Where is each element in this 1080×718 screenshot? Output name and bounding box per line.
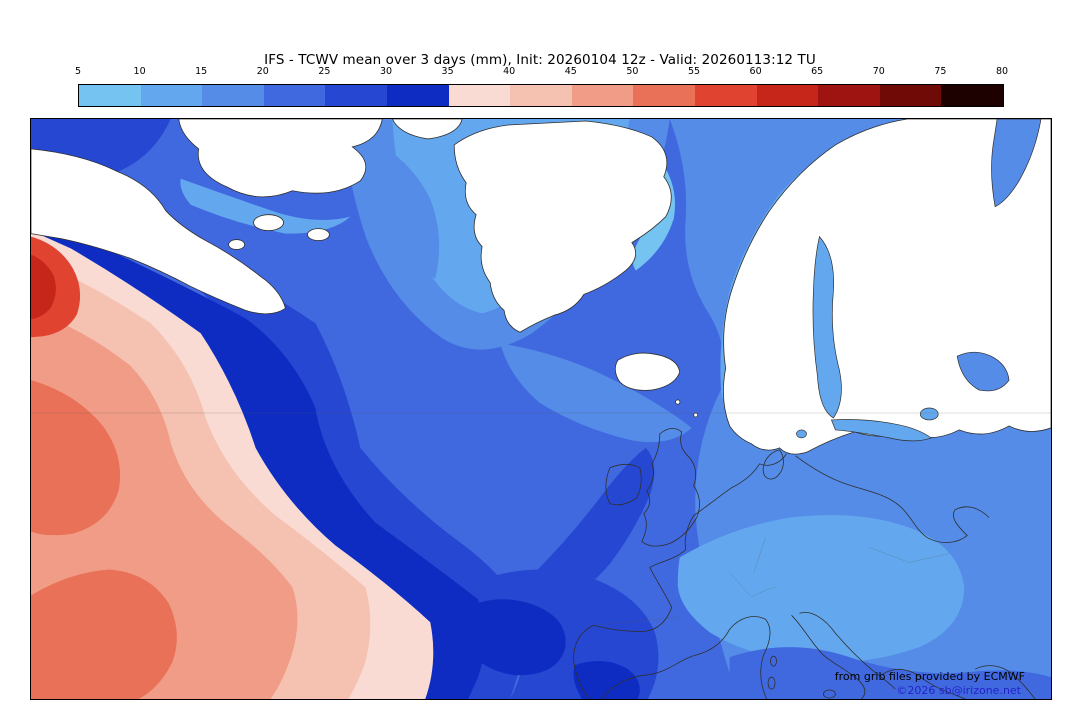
colorbar-segment [694,85,757,106]
colorbar-tick-label: 70 [872,66,885,77]
colorbar-tick-label: 5 [74,66,82,77]
coastlines [573,428,1036,699]
colorbar-tick-label: 35 [441,66,454,77]
coast-ireland [605,463,642,506]
sea-barents-inlet [991,119,1042,208]
landmasses [31,119,1051,455]
coast-continent-west [573,453,787,699]
coast-mediterranean [601,616,771,699]
island-small-1 [253,214,284,232]
colorbar [78,84,1004,107]
colorbar-tick-label: 30 [379,66,393,77]
colorbar-tick-label: 60 [749,66,762,77]
land-iceland [614,352,681,391]
coast-balkans [881,665,1036,699]
colorbar-tick-label: 80 [995,66,1009,77]
page-title: IFS - TCWV mean over 3 days (mm), Init: … [264,52,816,68]
colorbar-segment [818,85,880,106]
colorbar-segment [448,85,511,106]
sea-gulf-of-finland [830,419,932,442]
island-corsica [770,655,777,667]
island-small-2 [307,228,330,241]
colorbar-segment [510,85,572,106]
island-sardinia [767,676,776,690]
attribution-copyright: ©2026 sb@irizone.net [896,684,1021,697]
coast-denmark [762,449,784,480]
colorbar-tick-label: 50 [626,66,639,77]
colorbar-labels: 5 10 15 20 25 30 35 40 45 50 55 60 65 70 75 80 [74,66,1008,79]
land-baffin-island [178,119,383,198]
land-arctic-island [391,119,463,140]
sea-gulf-of-bothnia [812,235,842,419]
map-frame: from grib files provided by ECMWF ©2026 … [30,118,1052,700]
colorbar-segment [571,85,634,106]
colorbar-segment [941,85,1003,106]
attribution-ecmwf: from grib files provided by ECMWF [834,670,1025,683]
coast-italy [791,612,896,699]
colorbar-segment [756,85,819,106]
island-shetland [693,412,699,418]
lake-ladoga [919,407,939,421]
colorbar-segment [202,85,264,106]
colorbar-segment [263,85,326,106]
island-small-3 [228,239,245,250]
colorbar-tick-label: 40 [503,66,516,77]
colorbar-segment [140,85,203,106]
colorbar-segment [386,85,449,106]
colorbar-tick-label: 45 [564,66,577,77]
colorbar-tick-label: 55 [687,66,701,77]
coast-baltic [795,455,990,543]
map-canvas [31,119,1051,699]
land-greenland [453,120,672,333]
sea-white-sea [956,351,1010,392]
tcwv-dark-blue-band [31,218,640,699]
colorbar-tick-label: 10 [133,66,146,77]
colorbar-tick-label: 20 [256,66,269,77]
colorbar-segment [633,85,695,106]
colorbar-tick-label: 25 [318,66,331,77]
island-sicily [823,689,836,699]
colorbar-segment [325,85,387,106]
coast-great-britain [641,428,700,547]
graticule-and-borders [31,412,1051,626]
colorbar-tick-label: 15 [195,66,208,77]
colorbar-tick-label: 65 [811,66,824,77]
colorbar-tick-label: 75 [934,66,947,77]
colorbar-segment [79,85,141,106]
lake-vanern [796,429,807,439]
island-faroe [675,399,681,405]
inland-seas [796,119,1042,442]
land-labrador [31,148,286,315]
colorbar-segment [879,85,942,106]
tcwv-high-region [31,230,434,699]
